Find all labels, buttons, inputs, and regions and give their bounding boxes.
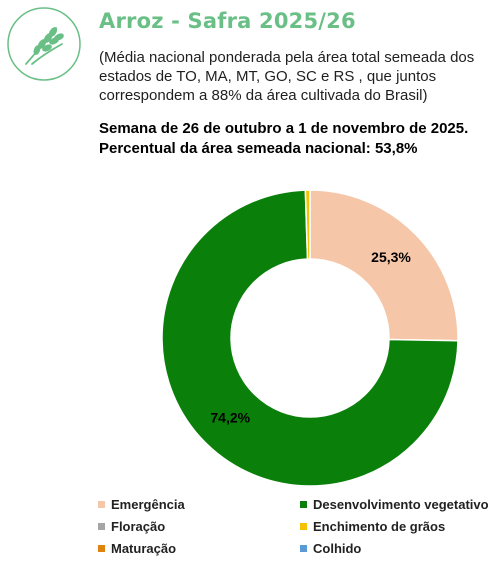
chart-subtitle: (Média nacional ponderada pela área tota… (99, 49, 475, 104)
rice-plant-icon (7, 7, 81, 81)
planted-percentage: Percentual da área semeada nacional: 53,… (99, 140, 418, 157)
legend-label: Colhido (313, 540, 362, 556)
legend-swatch (300, 500, 307, 508)
legend-swatch (98, 522, 105, 530)
slice-label-0: 25,3% (371, 249, 411, 265)
slice-1 (161, 189, 459, 487)
legend-item-2: Floração (98, 518, 300, 534)
slice-0 (309, 189, 459, 342)
legend-item-0: Emergência (98, 496, 300, 512)
legend-item-3: Enchimento de grãos (300, 518, 502, 534)
legend-item-1: Desenvolvimento vegetativo (300, 496, 502, 512)
legend-label: Enchimento de grãos (313, 518, 446, 534)
legend-swatch (300, 544, 307, 552)
legend-item-4: Maturação (98, 540, 300, 556)
legend-swatch (98, 544, 105, 552)
chart-legend: Emergência Desenvolvimento vegetativo Flor… (98, 496, 502, 556)
week-range: Semana de 26 de outubro a 1 de novembro … (99, 120, 469, 137)
legend-swatch (98, 500, 105, 508)
chart-title: Arroz - Safra 2025/26 (99, 9, 356, 33)
legend-item-5: Colhido (300, 540, 502, 556)
slice-3 (304, 189, 311, 260)
legend-label: Maturação (111, 540, 177, 556)
legend-label: Emergência (111, 496, 185, 512)
legend-swatch (300, 522, 307, 530)
slice-label-1: 74,2% (210, 409, 250, 425)
legend-label: Desenvolvimento vegetativo (313, 496, 489, 512)
donut-chart: 25,3% 74,2% (161, 189, 459, 487)
legend-label: Floração (111, 518, 166, 534)
